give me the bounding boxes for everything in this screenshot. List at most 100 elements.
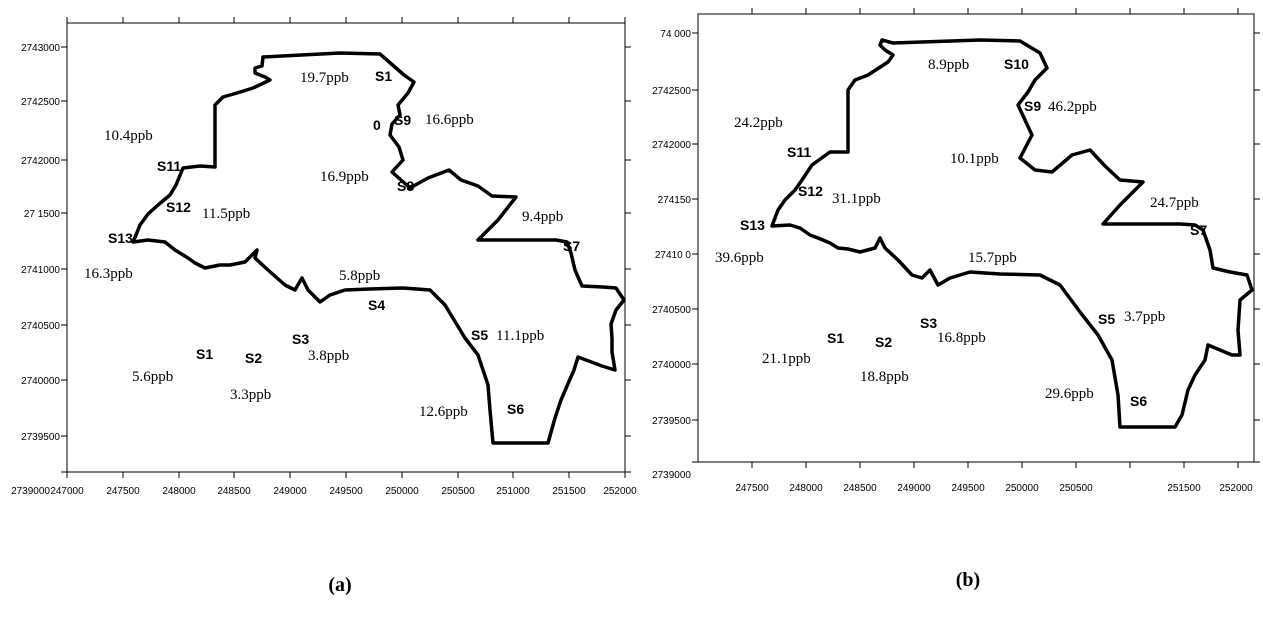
concentration-label: 15.7ppb [968, 250, 1017, 266]
site-label: S1 [375, 68, 392, 84]
concentration-label: 11.1ppb [496, 328, 544, 344]
y-tick-label: 2739500 [21, 432, 60, 443]
site-label: S3 [292, 331, 309, 347]
concentration-label: 3.3ppb [230, 387, 271, 403]
x-tick-label: 251500 [552, 486, 586, 497]
panel-b-concentration-labels: 8.9ppb 46.2ppb 24.2ppb 10.1ppb 31.1ppb 2… [715, 57, 1199, 402]
concentration-label: 16.3ppb [84, 266, 133, 282]
concentration-label: 3.8ppb [308, 348, 349, 364]
site-label: S1 [196, 346, 213, 362]
site-label: S13 [108, 230, 133, 246]
x-tick-label: 248000 [789, 483, 823, 494]
y-tick-label: 74 000 [660, 29, 691, 40]
concentration-label: 18.8ppb [860, 369, 909, 385]
y-tick-label: 2739000 [11, 486, 50, 497]
panel-a-tick-marks [61, 17, 631, 478]
concentration-label: 11.5ppb [202, 206, 250, 222]
x-tick-label: 249500 [951, 483, 985, 494]
y-tick-label: 2742500 [652, 86, 691, 97]
site-label: S11 [787, 144, 811, 160]
site-label: S7 [563, 238, 580, 254]
map-panel-b: 247500 248000 248500 249000 249500 25000… [652, 13, 1255, 591]
x-tick-label: 247500 [735, 483, 769, 494]
x-tick-label: 251500 [1167, 483, 1201, 494]
panel-a-y-ticks: 2743000 2742500 2742000 27 1500 2741000 … [11, 43, 60, 497]
concentration-label: 16.8ppb [937, 330, 986, 346]
x-tick-label: 250500 [441, 486, 475, 497]
site-label: S12 [166, 199, 191, 215]
district-boundary-a [131, 51, 626, 445]
x-tick-label: 252000 [1219, 483, 1253, 494]
x-tick-label: 247000 [50, 486, 84, 497]
site-label: S4 [368, 297, 385, 313]
concentration-label: 5.8ppb [339, 268, 380, 284]
site-label: S9 [394, 112, 411, 128]
y-tick-label: 2739500 [652, 416, 691, 427]
y-tick-label: 2740000 [652, 360, 691, 371]
site-label: S1 [827, 330, 844, 346]
y-tick-label: 274150 [658, 195, 692, 206]
site-label: S10 [1004, 56, 1029, 72]
x-tick-label: 249000 [897, 483, 931, 494]
concentration-label: 5.6ppb [132, 369, 173, 385]
panel-b-y-ticks: 74 000 2742500 2742000 274150 27410 0 27… [652, 29, 691, 481]
site-label: S8 [397, 178, 414, 194]
site-label: S2 [875, 334, 892, 350]
concentration-label: 9.4ppb [522, 209, 563, 225]
site-label: S6 [1130, 393, 1147, 409]
x-tick-label: 250000 [385, 486, 419, 497]
y-tick-label: 2740500 [652, 305, 691, 316]
concentration-label: 31.1ppb [832, 191, 881, 207]
y-tick-label: 2740000 [21, 376, 60, 387]
site-label: S7 [1190, 222, 1207, 238]
y-tick-label: 2742000 [652, 140, 691, 151]
y-tick-label: 27 1500 [24, 209, 61, 220]
concentration-label: 10.4ppb [104, 128, 153, 144]
concentration-label: 10.1ppb [950, 151, 999, 167]
concentration-label: 24.2ppb [734, 115, 783, 131]
x-tick-label: 249000 [273, 486, 307, 497]
concentration-label: 39.6ppb [715, 250, 764, 266]
x-tick-label: 248500 [843, 483, 877, 494]
x-tick-label: 249500 [329, 486, 363, 497]
panel-b-tick-marks [692, 8, 1260, 468]
site-label: S5 [471, 327, 488, 343]
panel-b-frame [697, 13, 1255, 463]
y-tick-label: 2740500 [21, 321, 60, 332]
site-label: S12 [798, 183, 823, 199]
x-tick-label: 250500 [1059, 483, 1093, 494]
site-label: S11 [157, 158, 181, 174]
panel-a-concentration-labels: 19.7ppb 16.6ppb 10.4ppb 16.9ppb 11.5ppb … [84, 70, 563, 420]
panel-a-frame [66, 22, 626, 473]
panel-a-x-ticks: 247000 247500 248000 248500 249000 24950… [50, 486, 637, 497]
concentration-label: 16.9ppb [320, 169, 369, 185]
concentration-label: 3.7ppb [1124, 309, 1165, 325]
site-label: 0 [373, 117, 381, 133]
y-tick-label: 2743000 [21, 43, 60, 54]
concentration-label: 8.9ppb [928, 57, 969, 73]
concentration-label: 24.7ppb [1150, 195, 1199, 211]
concentration-label: 16.6ppb [425, 112, 474, 128]
concentration-label: 29.6ppb [1045, 386, 1094, 402]
concentration-label: 12.6ppb [419, 404, 468, 420]
y-tick-label: 2741000 [21, 265, 60, 276]
panel-a-site-labels: S1 S9 0 S8 S11 S12 S13 S7 S4 S5 S6 S1 S2… [108, 68, 580, 417]
site-label: S9 [1024, 98, 1041, 114]
x-tick-label: 250000 [1005, 483, 1039, 494]
x-tick-label: 247500 [106, 486, 140, 497]
y-tick-label: 2739000 [652, 470, 691, 481]
site-label: S6 [507, 401, 524, 417]
y-tick-label: 2742000 [21, 156, 60, 167]
concentration-label: 19.7ppb [300, 70, 349, 86]
concentration-label: 21.1ppb [762, 351, 811, 367]
panel-a-caption: (a) [328, 574, 351, 596]
panel-b-caption: (b) [956, 569, 980, 591]
x-tick-label: 252000 [603, 486, 637, 497]
x-tick-label: 248500 [217, 486, 251, 497]
site-label: S2 [245, 350, 262, 366]
concentration-label: 46.2ppb [1048, 99, 1097, 115]
panel-b-site-labels: S10 S9 S11 S12 S13 S7 S5 S1 S2 S3 S6 [740, 56, 1207, 409]
site-label: S3 [920, 315, 937, 331]
panel-b-x-ticks: 247500 248000 248500 249000 249500 25000… [735, 483, 1253, 494]
